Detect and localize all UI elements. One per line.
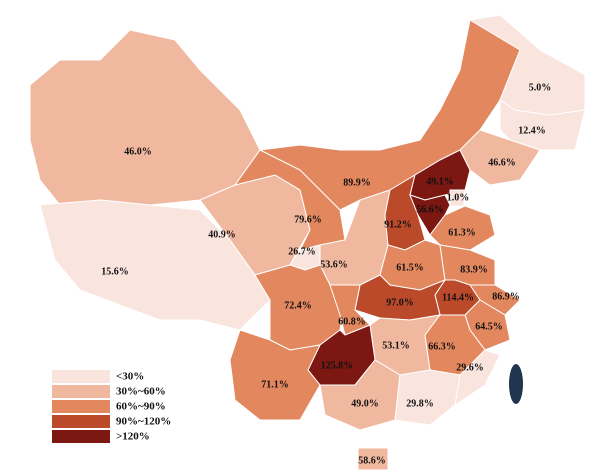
region-label: 26.7%: [288, 246, 316, 257]
region-label: 40.9%: [208, 229, 236, 240]
region-label: 49.1%: [426, 176, 454, 187]
province: [468, 14, 586, 116]
legend-swatch: [52, 385, 110, 398]
region-label: 72.4%: [284, 300, 312, 311]
legend-label: 30%~60%: [116, 386, 166, 398]
legend-label: 60%~90%: [116, 401, 166, 413]
province: [357, 447, 389, 471]
region-label: 125.8%: [321, 360, 354, 371]
region-label: 58.6%: [358, 455, 386, 466]
province: [354, 274, 447, 321]
legend-swatch: [52, 415, 110, 428]
region-label: 71.1%: [261, 379, 289, 390]
legend-swatch: [52, 400, 110, 413]
legend-swatch: [52, 370, 110, 383]
region-label: 86.9%: [492, 291, 520, 302]
province: [469, 284, 521, 316]
region-label: 29.8%: [406, 398, 434, 409]
legend-label: 90%~120%: [116, 416, 171, 428]
region-label: 56.6%: [416, 204, 444, 215]
region-label: 89.9%: [343, 177, 371, 188]
province: [429, 205, 496, 251]
taiwan: [509, 364, 523, 404]
province: [29, 29, 261, 206]
region-label: 83.9%: [460, 264, 488, 275]
region-label: 53.6%: [320, 259, 348, 270]
value-labels: 46.0% 15.6% 40.9% 89.9% 79.6% 26.7% 53.6% 91.2%…: [101, 82, 551, 466]
province: [394, 369, 461, 426]
region-label: 1.0%: [447, 192, 470, 203]
region-label: 61.3%: [448, 227, 476, 238]
region-label: 91.2%: [384, 219, 412, 230]
region-label: 79.6%: [294, 214, 322, 225]
legend: <30% 30%~60% 60%~90% 90%~120% >120%: [52, 370, 171, 443]
region-label: 46.0%: [124, 146, 152, 157]
region-label: 60.8%: [338, 316, 366, 327]
provinces: [29, 14, 586, 471]
province: [409, 194, 451, 236]
region-label: 5.0%: [529, 82, 552, 93]
region-label: 29.6%: [456, 362, 484, 373]
region-label: 53.1%: [382, 340, 410, 351]
region-label: 97.0%: [386, 297, 414, 308]
province: [39, 199, 271, 331]
region-label: 15.6%: [101, 266, 129, 277]
region-label: 66.3%: [428, 341, 456, 352]
region-label: 61.5%: [396, 262, 424, 273]
legend-swatch: [52, 430, 110, 443]
legend-label: >120%: [116, 431, 150, 443]
region-label: 64.5%: [475, 321, 503, 332]
region-label: 114.4%: [442, 292, 474, 303]
legend-label: <30%: [116, 371, 144, 383]
region-label: 49.0%: [351, 398, 379, 409]
region-label: 12.4%: [518, 125, 546, 136]
region-label: 46.6%: [488, 157, 516, 168]
